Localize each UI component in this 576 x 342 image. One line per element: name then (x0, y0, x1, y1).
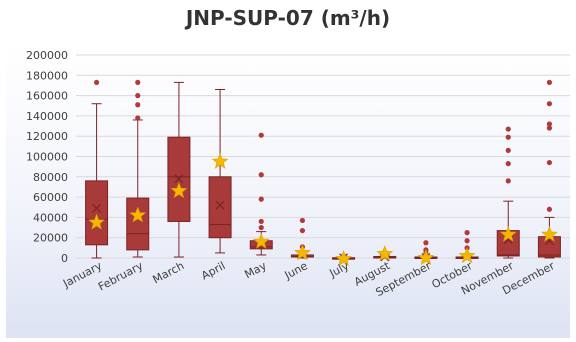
box-august (373, 245, 397, 262)
outlier-point (299, 227, 306, 234)
box-iqr (85, 180, 109, 246)
outlier-point (93, 79, 100, 86)
box-july (332, 250, 356, 267)
star-marker (129, 206, 147, 223)
y-tick-label: 160000 (26, 90, 68, 103)
outlier-point (258, 196, 264, 202)
y-axis-ticks: 0 20000 40000 60000 80000 100000 120000 140000 1… (26, 49, 68, 265)
outlier-point (464, 230, 470, 236)
y-tick-label: 100000 (26, 151, 68, 164)
outlier-point (505, 178, 511, 184)
box-september (414, 240, 438, 266)
star-marker (499, 225, 517, 242)
y-tick-label: 180000 (26, 69, 68, 82)
outlier-point (546, 121, 553, 127)
boxes (85, 79, 561, 267)
y-tick-label: 60000 (33, 191, 68, 204)
star-marker (417, 249, 435, 266)
outlier-point (505, 161, 511, 167)
outlier-point (546, 159, 553, 166)
outlier-point (299, 217, 306, 224)
box-november (496, 126, 520, 259)
box-december (537, 79, 561, 259)
chart-title: JNP-SUP-07 (m³/h) (185, 6, 391, 30)
y-tick-label: 40000 (33, 211, 68, 224)
box-may (249, 132, 273, 256)
outlier-point (135, 115, 141, 121)
outlier-point (546, 101, 553, 107)
mean-marker (92, 203, 102, 213)
y-tick-label: 20000 (33, 232, 68, 245)
mean-marker (215, 200, 225, 210)
outlier-point (258, 172, 264, 178)
box-march (167, 81, 191, 258)
box-january (85, 79, 109, 259)
outlier-point (546, 206, 553, 212)
outlier-point (546, 125, 553, 131)
box-february (126, 79, 150, 258)
mean-marker (174, 174, 184, 184)
box-october (455, 230, 479, 264)
box-iqr (208, 176, 232, 239)
outlier-point (505, 134, 511, 140)
box-iqr (126, 197, 150, 251)
star-marker (541, 225, 558, 242)
star-marker (376, 245, 394, 262)
box-iqr (537, 236, 561, 258)
star-marker (335, 250, 352, 267)
y-tick-label: 0 (61, 252, 68, 265)
star-marker (211, 152, 229, 169)
outlier-point (423, 240, 429, 246)
outlier-point (135, 93, 141, 99)
outlier-point (135, 102, 141, 108)
outlier-point (258, 218, 264, 225)
outlier-point (258, 224, 264, 231)
outlier-point (505, 147, 511, 154)
y-tick-label: 200000 (26, 49, 68, 62)
outlier-point (464, 238, 470, 244)
y-tick-label: 140000 (26, 110, 68, 123)
outlier-point (135, 79, 141, 86)
star-marker (170, 182, 188, 199)
gridlines (76, 54, 570, 259)
y-tick-label: 80000 (33, 171, 68, 184)
star-marker (252, 232, 270, 249)
star-marker (294, 244, 311, 261)
y-tick-label: 120000 (26, 130, 68, 143)
star-marker (458, 247, 476, 264)
box-april (208, 89, 232, 254)
outlier-point (546, 79, 553, 86)
outlier-point (505, 126, 511, 132)
box-june (290, 217, 314, 261)
outlier-point (258, 132, 264, 138)
star-marker (88, 213, 105, 230)
